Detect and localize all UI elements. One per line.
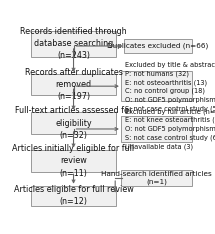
Text: Excluded by title & abstract (n=125)ᵇ
P: not humans (32)
E: not osteoarthritis (: Excluded by title & abstract (n=125)ᵇ P:… xyxy=(125,61,215,112)
Text: Articles eligible for full review
(n=12): Articles eligible for full review (n=12) xyxy=(14,185,133,206)
Text: Records after duplicates
removed
(n=197): Records after duplicates removed (n=197) xyxy=(25,68,123,101)
Text: Full-text articles assessed for
eligibility
(n=32): Full-text articles assessed for eligibil… xyxy=(15,106,132,140)
FancyBboxPatch shape xyxy=(121,170,192,186)
Text: Excluded by full article (n=21)
E: not knee osteoarthritis (3)
O: not GDF5 polym: Excluded by full article (n=21) E: not k… xyxy=(125,108,215,150)
Text: Duplicates excluded (n=66): Duplicates excluded (n=66) xyxy=(108,43,209,49)
FancyBboxPatch shape xyxy=(121,71,192,101)
FancyBboxPatch shape xyxy=(31,31,116,57)
FancyBboxPatch shape xyxy=(31,150,116,172)
FancyBboxPatch shape xyxy=(124,39,192,53)
FancyBboxPatch shape xyxy=(31,74,116,95)
FancyBboxPatch shape xyxy=(31,112,116,134)
FancyBboxPatch shape xyxy=(121,116,192,142)
Text: Hand-search identified articles
(n=1): Hand-search identified articles (n=1) xyxy=(101,171,212,186)
Text: Records identified through
database searching
(n=243): Records identified through database sear… xyxy=(20,27,127,61)
Text: Articles initially eligible for full
review
(n=11): Articles initially eligible for full rev… xyxy=(12,144,135,178)
FancyBboxPatch shape xyxy=(31,186,116,205)
